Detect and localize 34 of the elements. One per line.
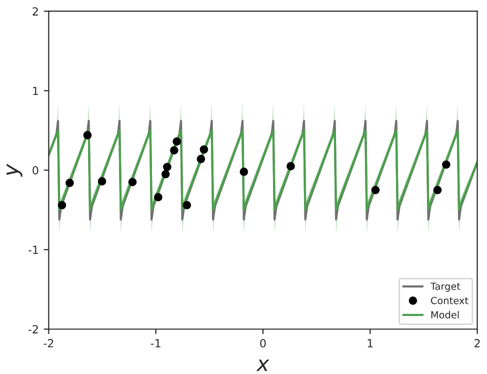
x-tick-label: 1 bbox=[368, 339, 373, 348]
point bbox=[433, 186, 442, 194]
point bbox=[163, 162, 172, 172]
point bbox=[200, 145, 208, 154]
line-series bbox=[48, 129, 478, 211]
x-tick-label: -2 bbox=[44, 339, 54, 348]
point bbox=[161, 170, 170, 178]
point bbox=[83, 131, 92, 140]
point bbox=[182, 200, 192, 210]
legend-label: Context bbox=[430, 296, 468, 304]
point bbox=[58, 200, 66, 210]
y-tick-label: 2 bbox=[32, 7, 38, 16]
point bbox=[240, 168, 248, 176]
point bbox=[286, 162, 295, 170]
point bbox=[154, 193, 162, 202]
y-tick-label: -1 bbox=[28, 246, 38, 254]
legend-label: Model bbox=[431, 310, 459, 318]
x-tick-label: 0 bbox=[260, 339, 266, 348]
y-tick-label: 1 bbox=[33, 86, 38, 95]
x-tick-label: -1 bbox=[150, 339, 160, 348]
point bbox=[371, 186, 380, 194]
point bbox=[66, 178, 74, 188]
x-tick-label: 2 bbox=[474, 339, 480, 348]
y-tick-label: -2 bbox=[28, 325, 38, 334]
legend-label: Target bbox=[430, 282, 460, 292]
point bbox=[128, 178, 137, 186]
point bbox=[196, 154, 206, 164]
point bbox=[170, 146, 178, 154]
point bbox=[442, 160, 450, 169]
y-axis-title: y bbox=[6, 164, 22, 177]
x-axis-title: x bbox=[256, 360, 270, 371]
point bbox=[98, 177, 106, 186]
y-tick-label: 0 bbox=[32, 166, 38, 175]
point bbox=[172, 137, 182, 146]
